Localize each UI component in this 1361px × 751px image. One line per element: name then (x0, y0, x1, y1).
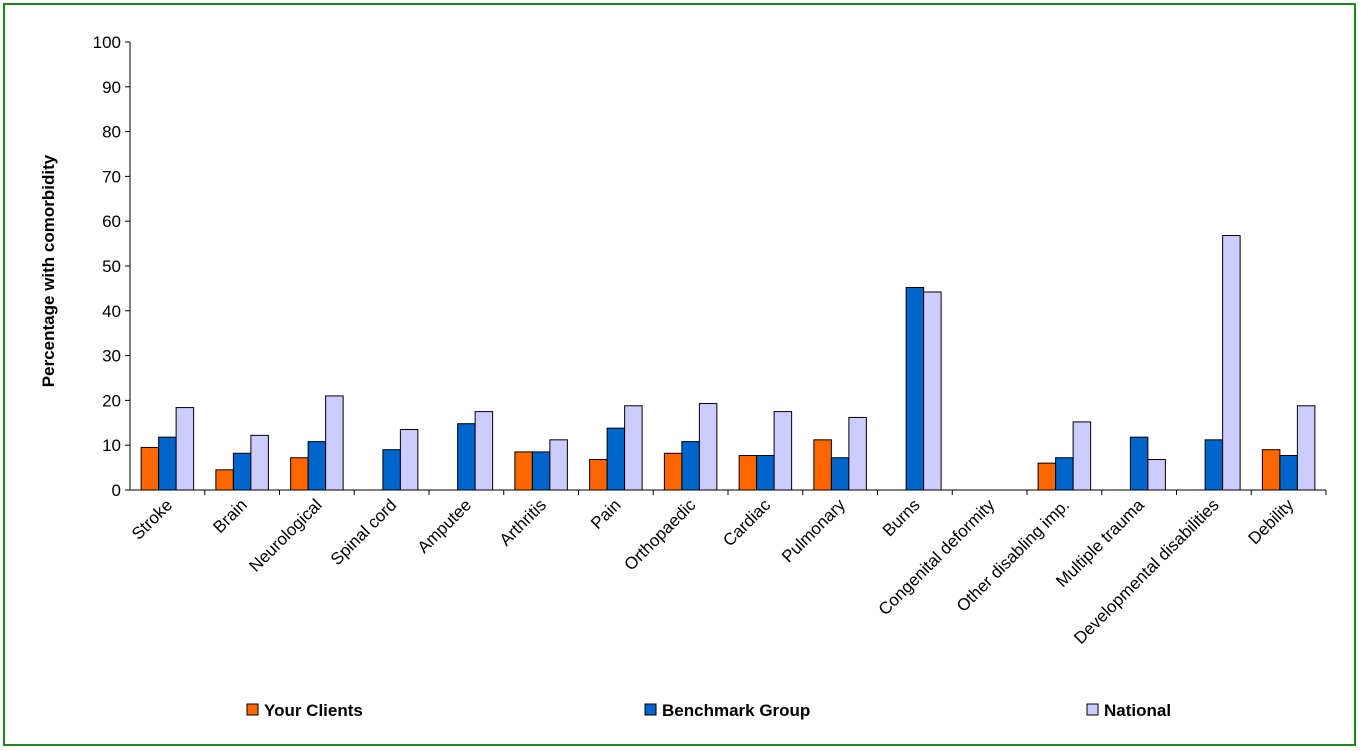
bar-your-clients (215, 469, 234, 491)
category-label: Stroke (128, 495, 176, 543)
y-tick-label: 30 (102, 347, 121, 366)
bar-your-clients (589, 459, 608, 491)
y-tick-label: 50 (102, 257, 121, 276)
bar-national (1147, 459, 1166, 491)
y-tick-label: 10 (102, 436, 121, 455)
y-tick-label: 60 (102, 212, 121, 231)
bar-national (624, 405, 643, 491)
bar-benchmark-group (158, 436, 177, 491)
legend-label: Benchmark Group (662, 701, 810, 720)
category-label: Pain (587, 495, 624, 532)
bar-benchmark-group (606, 427, 626, 491)
category-label: Burns (879, 495, 924, 540)
bar-benchmark-group (382, 449, 401, 491)
bar-benchmark-group (307, 441, 327, 491)
legend-swatch (1086, 703, 1099, 716)
category-label: Debility (1245, 495, 1298, 548)
bar-your-clients (290, 457, 309, 491)
legend-swatch (644, 703, 657, 716)
legend-label: National (1104, 701, 1171, 720)
y-tick-label: 100 (93, 33, 121, 52)
legend-swatch (246, 703, 259, 716)
y-tick-label: 0 (112, 481, 121, 500)
category-label: Cardiac (719, 495, 774, 550)
bar-your-clients (1037, 462, 1057, 491)
bar-national (923, 291, 942, 491)
bar-national (1072, 421, 1092, 491)
bar-national (399, 429, 419, 491)
bar-national (474, 411, 494, 491)
category-label: Arthritis (496, 495, 550, 549)
legend-label: Your Clients (264, 701, 363, 720)
bar-national (549, 439, 568, 491)
bar-benchmark-group (905, 287, 925, 491)
bar-national (1222, 235, 1241, 491)
bar-benchmark-group (830, 457, 850, 491)
bar-chart: 0 10 20 30 40 50 60 70 80 90 100 Stroke BrainNeurolo… (39, 33, 1327, 720)
bar-national (250, 434, 269, 491)
bar-benchmark-group (1129, 436, 1149, 491)
chart-frame: 0 10 20 30 40 50 60 70 80 90 100 Stroke Brain Neurolo… (3, 3, 1356, 746)
bar-national (1296, 405, 1316, 491)
bar-your-clients (140, 446, 160, 491)
bar-national (175, 407, 195, 491)
category-label: Orthopaedic (621, 495, 700, 574)
category-label: Developmental disabilities (1070, 495, 1222, 647)
bar-your-clients (1261, 449, 1281, 491)
category-label: Spinal cord (327, 495, 401, 569)
bar-your-clients (813, 439, 832, 491)
category-label: Neurological (245, 495, 325, 575)
bar-national (698, 403, 718, 491)
category-label: Brain (209, 495, 250, 536)
bar-benchmark-group (1279, 455, 1298, 491)
category-label: Amputee (414, 495, 476, 557)
y-tick-label: 90 (102, 78, 121, 97)
y-tick-label: 20 (102, 391, 121, 410)
y-axis-label: Percentage with comorbidity (39, 154, 58, 387)
bar-your-clients (663, 452, 683, 491)
bar-benchmark-group (531, 451, 551, 491)
bar-benchmark-group (1204, 439, 1224, 491)
bar-national (848, 416, 867, 491)
bar-benchmark-group (457, 423, 476, 491)
bar-national (325, 395, 344, 491)
bar-benchmark-group (232, 452, 252, 491)
category-label: Pulmonary (778, 495, 849, 566)
y-tick-label: 70 (102, 167, 121, 186)
bar-national (773, 411, 793, 491)
bar-your-clients (514, 451, 533, 491)
bar-your-clients (738, 455, 758, 491)
bar-benchmark-group (1055, 457, 1074, 491)
bar-benchmark-group (681, 441, 700, 491)
y-tick-label: 40 (102, 302, 121, 321)
bar-benchmark-group (756, 455, 775, 491)
y-tick-label: 80 (102, 123, 121, 142)
